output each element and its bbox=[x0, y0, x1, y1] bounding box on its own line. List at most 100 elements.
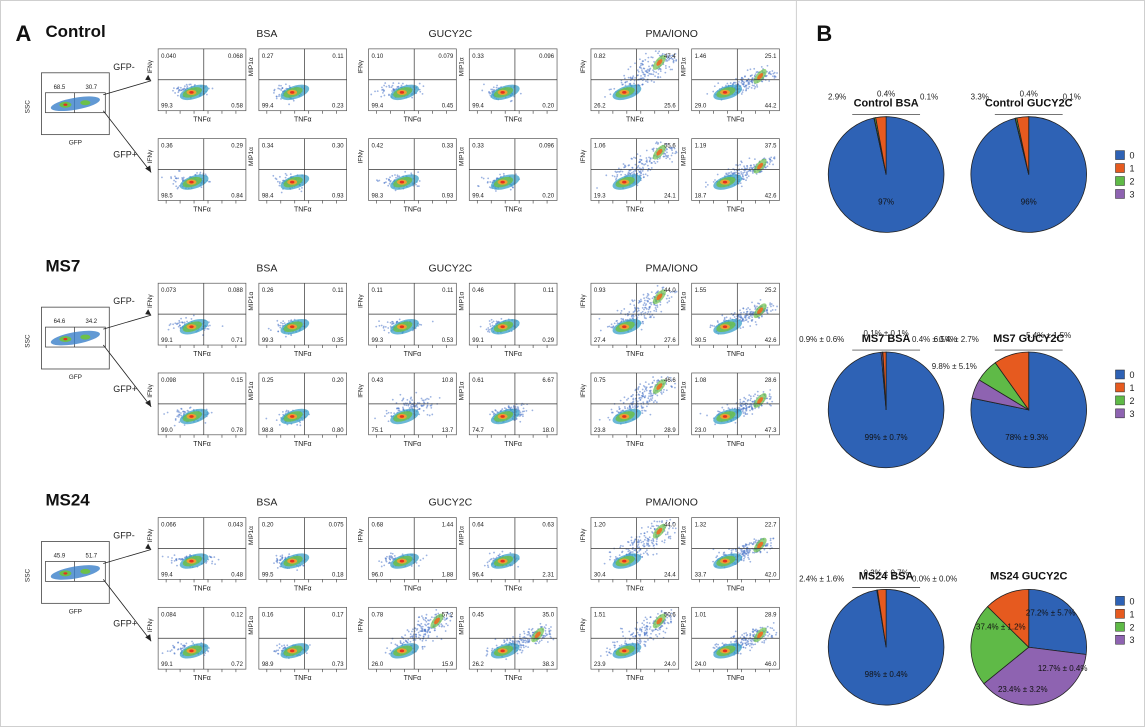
scatter-event bbox=[177, 177, 180, 180]
y-axis-label: IFNγ bbox=[580, 294, 587, 308]
scatter-event bbox=[638, 535, 641, 538]
scatter-event bbox=[632, 541, 635, 544]
scatter-event bbox=[426, 397, 428, 400]
scatter-event bbox=[745, 409, 748, 412]
quadrant-value-ul: 1.46 bbox=[695, 54, 707, 60]
x-axis-label: TNFα bbox=[404, 585, 422, 592]
scatter-event bbox=[675, 150, 677, 153]
density-core bbox=[722, 180, 728, 184]
gate-pos-label: GFP+ bbox=[113, 150, 137, 160]
scatter-event bbox=[645, 405, 648, 408]
density-core bbox=[500, 90, 505, 94]
scatter-event bbox=[618, 408, 621, 411]
scatter-event bbox=[281, 558, 283, 560]
scatter-event bbox=[745, 548, 748, 551]
condition-label: BSA bbox=[256, 263, 277, 274]
scatter-event bbox=[666, 148, 669, 151]
y-axis-label: IFNγ bbox=[358, 383, 365, 397]
scatter-event bbox=[282, 320, 285, 323]
scatter-event bbox=[178, 413, 181, 416]
scatter-event bbox=[659, 303, 662, 306]
scatter-event bbox=[614, 170, 617, 173]
scatter-event bbox=[772, 304, 775, 307]
scatter-event bbox=[769, 389, 772, 391]
scatter-event bbox=[489, 181, 492, 183]
scatter-event bbox=[275, 419, 278, 422]
scatter-event bbox=[642, 71, 645, 74]
scatter-event bbox=[666, 59, 669, 62]
scatter-event bbox=[751, 170, 754, 173]
scatter-event bbox=[659, 68, 662, 71]
scatter-event bbox=[773, 77, 776, 79]
scatter-event bbox=[161, 176, 163, 179]
scatter-event bbox=[653, 544, 655, 547]
scatter-event bbox=[748, 543, 750, 546]
scatter-event bbox=[748, 167, 751, 170]
scatter-event bbox=[759, 298, 762, 301]
scatter-event bbox=[608, 418, 611, 421]
scatter-event bbox=[515, 173, 517, 176]
scatter-event bbox=[638, 385, 640, 388]
quadrant-value-ll: 30.4 bbox=[594, 572, 606, 578]
scatter-event bbox=[747, 87, 750, 90]
quadrant-value-ur: 0.17 bbox=[332, 612, 344, 618]
scatter-event bbox=[753, 163, 755, 166]
quadrant-value-lr: 42.6 bbox=[765, 193, 777, 199]
scatter-event bbox=[748, 406, 751, 409]
scatter-event bbox=[655, 71, 658, 74]
scatter-event bbox=[766, 165, 769, 168]
scatter-event bbox=[599, 329, 602, 332]
scatter-event bbox=[768, 398, 771, 400]
scatter-event bbox=[657, 142, 660, 144]
scatter-event bbox=[655, 141, 658, 144]
scatter-event bbox=[668, 535, 670, 538]
quadrant-value-lr: 0.48 bbox=[231, 572, 243, 578]
scatter-event bbox=[418, 323, 421, 326]
scatter-event bbox=[404, 170, 407, 173]
scatter-event bbox=[278, 413, 281, 416]
scatter-event bbox=[277, 324, 280, 327]
scatter-event bbox=[520, 404, 523, 406]
scatter-event bbox=[638, 546, 641, 549]
scatter-event bbox=[741, 319, 744, 321]
scatter-event bbox=[300, 190, 303, 193]
scatter-event bbox=[756, 71, 759, 73]
density-core bbox=[622, 180, 627, 184]
scatter-event bbox=[725, 84, 727, 87]
scatter-event bbox=[647, 293, 650, 296]
scatter-event bbox=[770, 159, 773, 162]
scatter-event bbox=[647, 397, 650, 400]
scatter-event bbox=[743, 85, 745, 88]
scatter-event bbox=[488, 320, 491, 322]
scatter-event bbox=[491, 321, 494, 324]
x-axis-label: TNFα bbox=[626, 206, 644, 213]
scatter-event bbox=[748, 80, 751, 82]
scatter-event bbox=[753, 304, 756, 307]
group-title: MS7 bbox=[45, 256, 80, 275]
scatter-event bbox=[628, 405, 631, 408]
scatter-event bbox=[656, 284, 659, 287]
scatter-event bbox=[414, 404, 417, 407]
scatter-event bbox=[664, 153, 667, 155]
scatter-event bbox=[627, 171, 630, 174]
scatter-event bbox=[764, 166, 767, 169]
quadrant-value-ur: 0.075 bbox=[329, 523, 345, 529]
scatter-event bbox=[747, 554, 749, 557]
scatter-event bbox=[629, 303, 632, 306]
gfp-axis-label: GFP bbox=[69, 608, 82, 615]
scatter-event bbox=[415, 183, 417, 186]
gate-arrow-pos bbox=[102, 110, 152, 173]
scatter-event bbox=[189, 83, 192, 86]
scatter-event bbox=[616, 309, 619, 312]
scatter-event bbox=[646, 164, 649, 167]
scatter-event bbox=[648, 69, 651, 72]
scatter-event bbox=[642, 293, 645, 296]
scatter-event bbox=[519, 92, 522, 95]
scatter-event bbox=[755, 173, 758, 175]
scatter-event bbox=[755, 84, 758, 86]
scatter-event bbox=[634, 170, 637, 172]
scatter-event bbox=[163, 413, 166, 415]
scatter-event bbox=[296, 423, 299, 426]
scatter-event bbox=[666, 533, 669, 535]
